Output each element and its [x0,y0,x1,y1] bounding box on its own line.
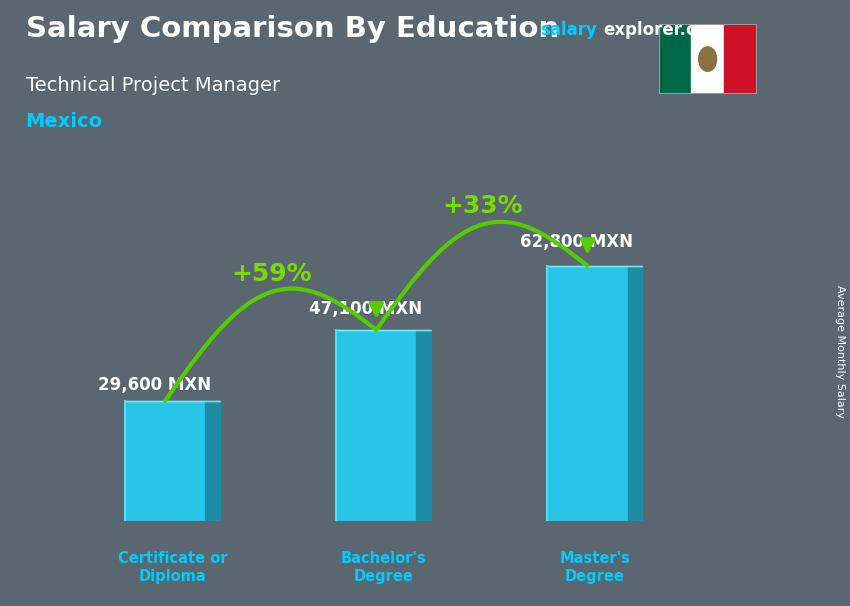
Polygon shape [416,330,431,521]
Bar [125,401,205,521]
Text: explorer.com: explorer.com [604,21,725,39]
Text: Certificate or
Diploma: Certificate or Diploma [118,551,227,584]
Text: Mexico: Mexico [26,112,103,131]
Text: Average Monthly Salary: Average Monthly Salary [835,285,845,418]
Text: Master's
Degree: Master's Degree [559,551,631,584]
Text: 62,800 MXN: 62,800 MXN [520,233,633,251]
Bar [724,24,756,94]
Bar [547,266,627,521]
Polygon shape [627,266,643,521]
Ellipse shape [699,47,717,72]
Bar [659,24,691,94]
Text: Salary Comparison By Education: Salary Comparison By Education [26,15,558,43]
Bar [337,330,416,521]
Text: 29,600 MXN: 29,600 MXN [98,376,211,394]
Text: +59%: +59% [231,262,312,286]
Polygon shape [205,401,220,521]
Text: salary: salary [540,21,597,39]
Text: +33%: +33% [442,195,523,218]
Bar [691,24,724,94]
Text: 47,100 MXN: 47,100 MXN [309,300,422,318]
Text: Technical Project Manager: Technical Project Manager [26,76,280,95]
Text: Bachelor's
Degree: Bachelor's Degree [341,551,427,584]
